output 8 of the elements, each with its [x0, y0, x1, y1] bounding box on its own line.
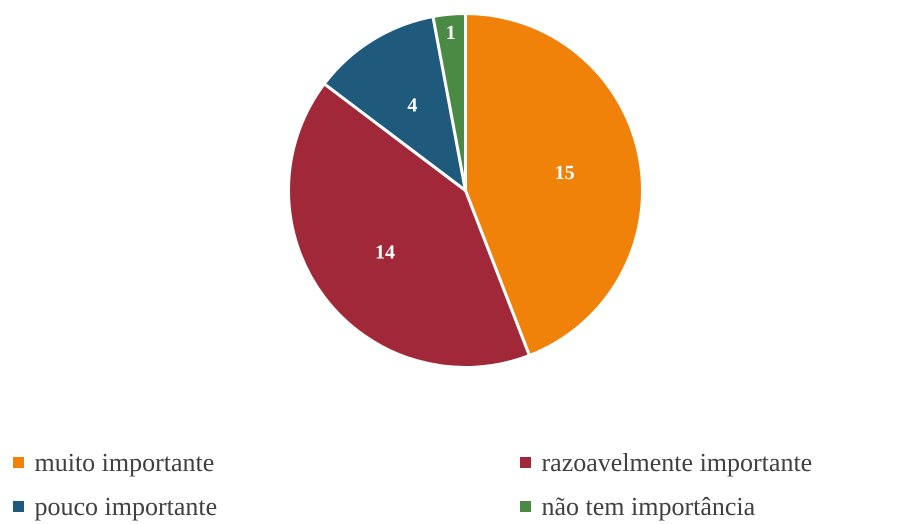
- data-label: 1: [446, 22, 456, 44]
- legend-label: razoavelmente importante: [542, 448, 812, 477]
- legend-label: muito importante: [34, 448, 214, 477]
- legend-label: não tem importância: [542, 492, 756, 521]
- legend-label: pouco importante: [34, 492, 218, 521]
- data-label: 14: [374, 241, 395, 264]
- data-label: 15: [554, 162, 575, 184]
- data-label: 4: [407, 94, 418, 117]
